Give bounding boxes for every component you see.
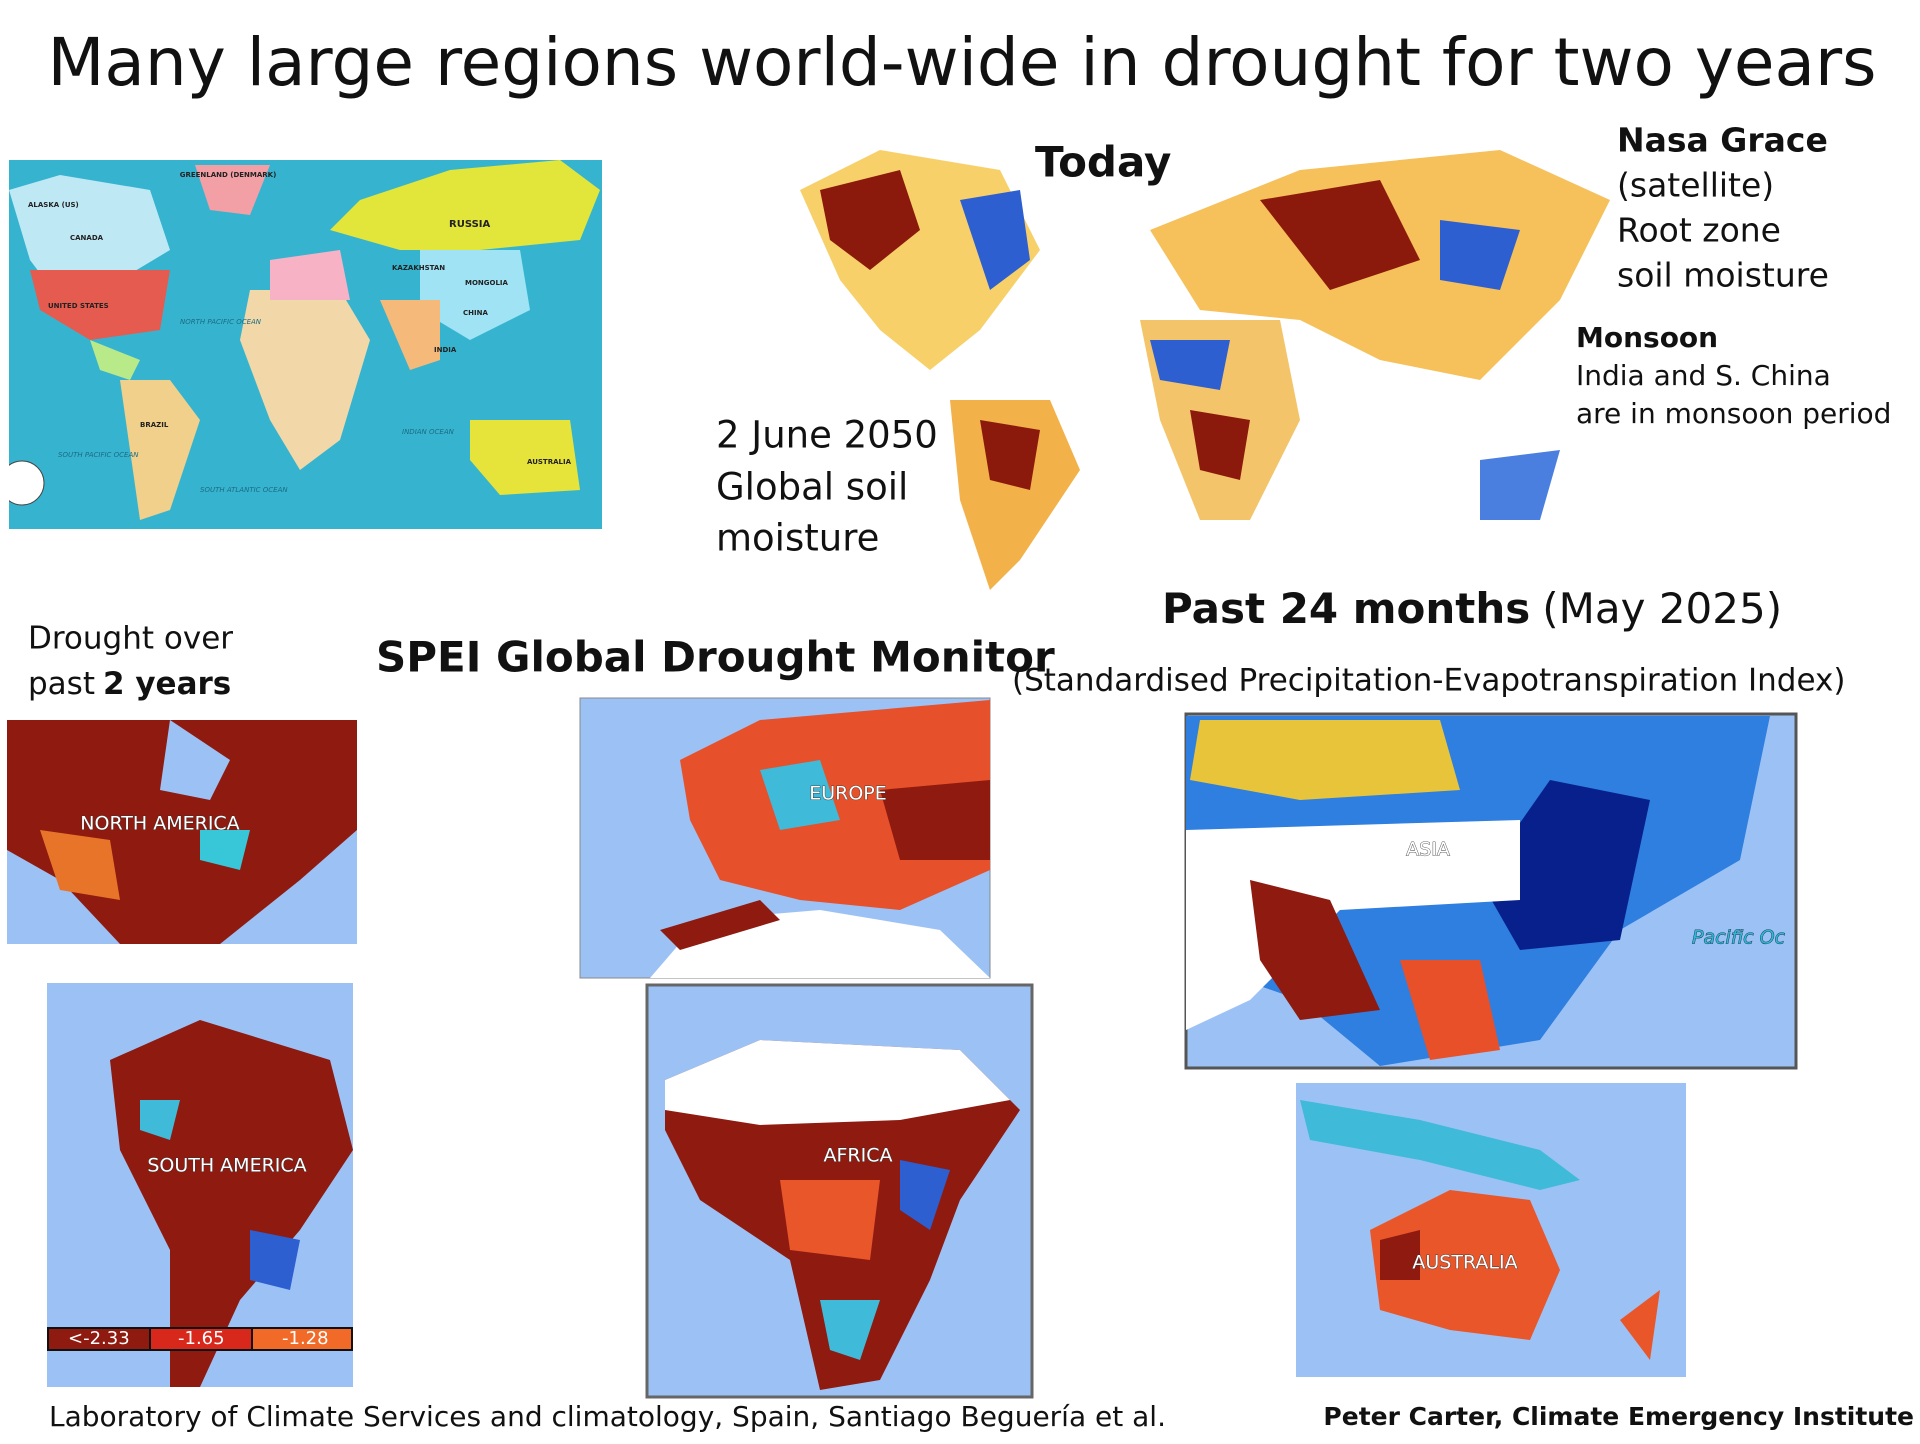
grace-source: Nasa Grace <box>1617 121 1828 160</box>
grace-heading: Today <box>1035 138 1171 187</box>
period: Past 24 months <box>1162 584 1530 633</box>
map-label: CHINA <box>463 309 488 317</box>
map-label: ALASKA (US) <box>28 201 79 209</box>
spei-panel <box>1184 712 1798 1070</box>
map-label: BRAZIL <box>140 421 169 429</box>
map-label: UNITED STATES <box>48 302 109 310</box>
spei-panel <box>645 983 1034 1399</box>
footer-left: Laboratory of Climate Services and clima… <box>49 1400 1166 1433</box>
spei-period: Past 24 months (May 2025) <box>1162 584 1782 633</box>
map-label: RUSSIA <box>449 219 490 230</box>
region-label: AFRICA <box>824 1145 893 1167</box>
caption-bold: 2 years <box>103 666 231 702</box>
map-label: KAZAKHSTAN <box>392 264 445 272</box>
grace-date-line: 2 June 2050 <box>716 414 938 457</box>
spei-panel <box>1296 1083 1686 1377</box>
caption-line: past 2 years <box>28 666 231 702</box>
region-label: SOUTH AMERICA <box>147 1155 306 1177</box>
spei-panel <box>47 983 353 1387</box>
period-date: (May 2025) <box>1542 584 1782 633</box>
grace-source: Root zone <box>1617 211 1781 250</box>
slide-title: Many large regions world-wide in drought… <box>47 24 1876 101</box>
map-label: AUSTRALIA <box>527 458 572 466</box>
region-label: NORTH AMERICA <box>80 813 239 835</box>
map-label: SOUTH ATLANTIC OCEAN <box>200 486 288 494</box>
region-label: Pacific Oc <box>1692 927 1786 949</box>
spei-panel <box>7 720 357 944</box>
monsoon-line: India and S. China <box>1576 359 1831 392</box>
grace-date-line: moisture <box>716 517 879 560</box>
map-label: SOUTH PACIFIC OCEAN <box>58 451 139 459</box>
map-label: INDIA <box>434 346 457 354</box>
map-label: CANADA <box>70 234 104 242</box>
footer-right: Peter Carter, Climate Emergency Institut… <box>1323 1402 1914 1431</box>
caption-line: Drought over <box>28 621 233 657</box>
spei-title: SPEI Global Drought Monitor <box>376 633 1055 682</box>
map-label: INDIAN OCEAN <box>402 428 455 436</box>
monsoon-heading: Monsoon <box>1576 321 1718 354</box>
grace-source: (satellite) <box>1617 166 1774 205</box>
legend-label: -1.65 <box>178 1328 225 1349</box>
legend-label: -1.28 <box>282 1328 329 1349</box>
spei-subtitle: (Standardised Precipitation-Evapotranspi… <box>1012 663 1845 699</box>
grace-source: soil moisture <box>1617 256 1829 295</box>
region-label: ASIA <box>1406 839 1450 861</box>
caption-plain: past <box>28 666 95 702</box>
spei-panel <box>579 697 991 979</box>
grace-date-line: Global soil <box>716 466 908 509</box>
region-label: AUSTRALIA <box>1412 1252 1517 1274</box>
map-label: GREENLAND (DENMARK) <box>180 171 277 179</box>
legend-label: <-2.33 <box>68 1328 130 1349</box>
grace-map <box>800 150 1610 590</box>
map-label: MONGOLIA <box>465 279 509 287</box>
world-map <box>9 160 602 529</box>
map-label: NORTH PACIFIC OCEAN <box>180 318 262 326</box>
region-label: EUROPE <box>809 783 887 805</box>
monsoon-line: are in monsoon period <box>1576 397 1891 430</box>
